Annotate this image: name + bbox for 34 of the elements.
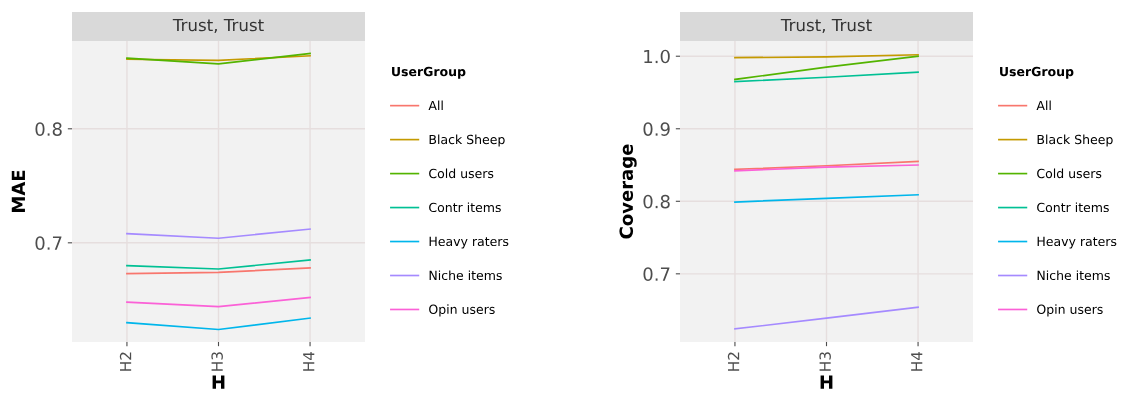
x-tick-label: H4	[911, 351, 923, 371]
legend-label: Niche items	[429, 270, 502, 281]
y-tick-label: 1.0	[644, 49, 670, 64]
legend-label: Heavy raters	[429, 236, 509, 249]
x-tick-label: H3	[819, 352, 831, 371]
y-tick-label: 0.7	[35, 236, 62, 250]
chart-title: Trust, Trust	[172, 18, 264, 34]
x-tick-label: H2	[727, 352, 740, 371]
y-axis-title: Coverage	[619, 144, 637, 239]
legend-label: Contr items	[1037, 202, 1109, 213]
y-tick-label: 0.9	[643, 122, 670, 136]
legend-label: Opin users	[1037, 304, 1103, 317]
legend-label: All	[1036, 100, 1051, 111]
legend-label: Niche items	[1037, 270, 1110, 281]
x-tick-label: H3	[211, 352, 223, 371]
y-tick-label: 0.7	[643, 267, 670, 281]
legend-title: UserGroup	[392, 66, 466, 79]
legend-label: Heavy raters	[1037, 236, 1117, 249]
legend-label: Contr items	[429, 202, 501, 213]
legend-label: All	[428, 100, 443, 111]
x-axis-title: H	[212, 375, 225, 389]
legend-title: UserGroup	[1000, 66, 1074, 79]
x-axis-title: H	[820, 375, 833, 389]
legend-label: Black Sheep	[429, 134, 505, 147]
y-axis-title: MAE	[11, 170, 25, 212]
y-tick-label: 0.8	[35, 122, 62, 136]
y-tick-label: 0.8	[643, 194, 670, 209]
legend-label: Black Sheep	[1037, 134, 1113, 147]
legend-label: Cold users	[1037, 168, 1102, 179]
x-tick-label: H2	[119, 352, 132, 371]
x-tick-label: H4	[303, 351, 315, 371]
legend-label: Opin users	[429, 304, 495, 317]
legend-label: Cold users	[429, 168, 494, 179]
chart-title: Trust, Trust	[780, 18, 872, 34]
